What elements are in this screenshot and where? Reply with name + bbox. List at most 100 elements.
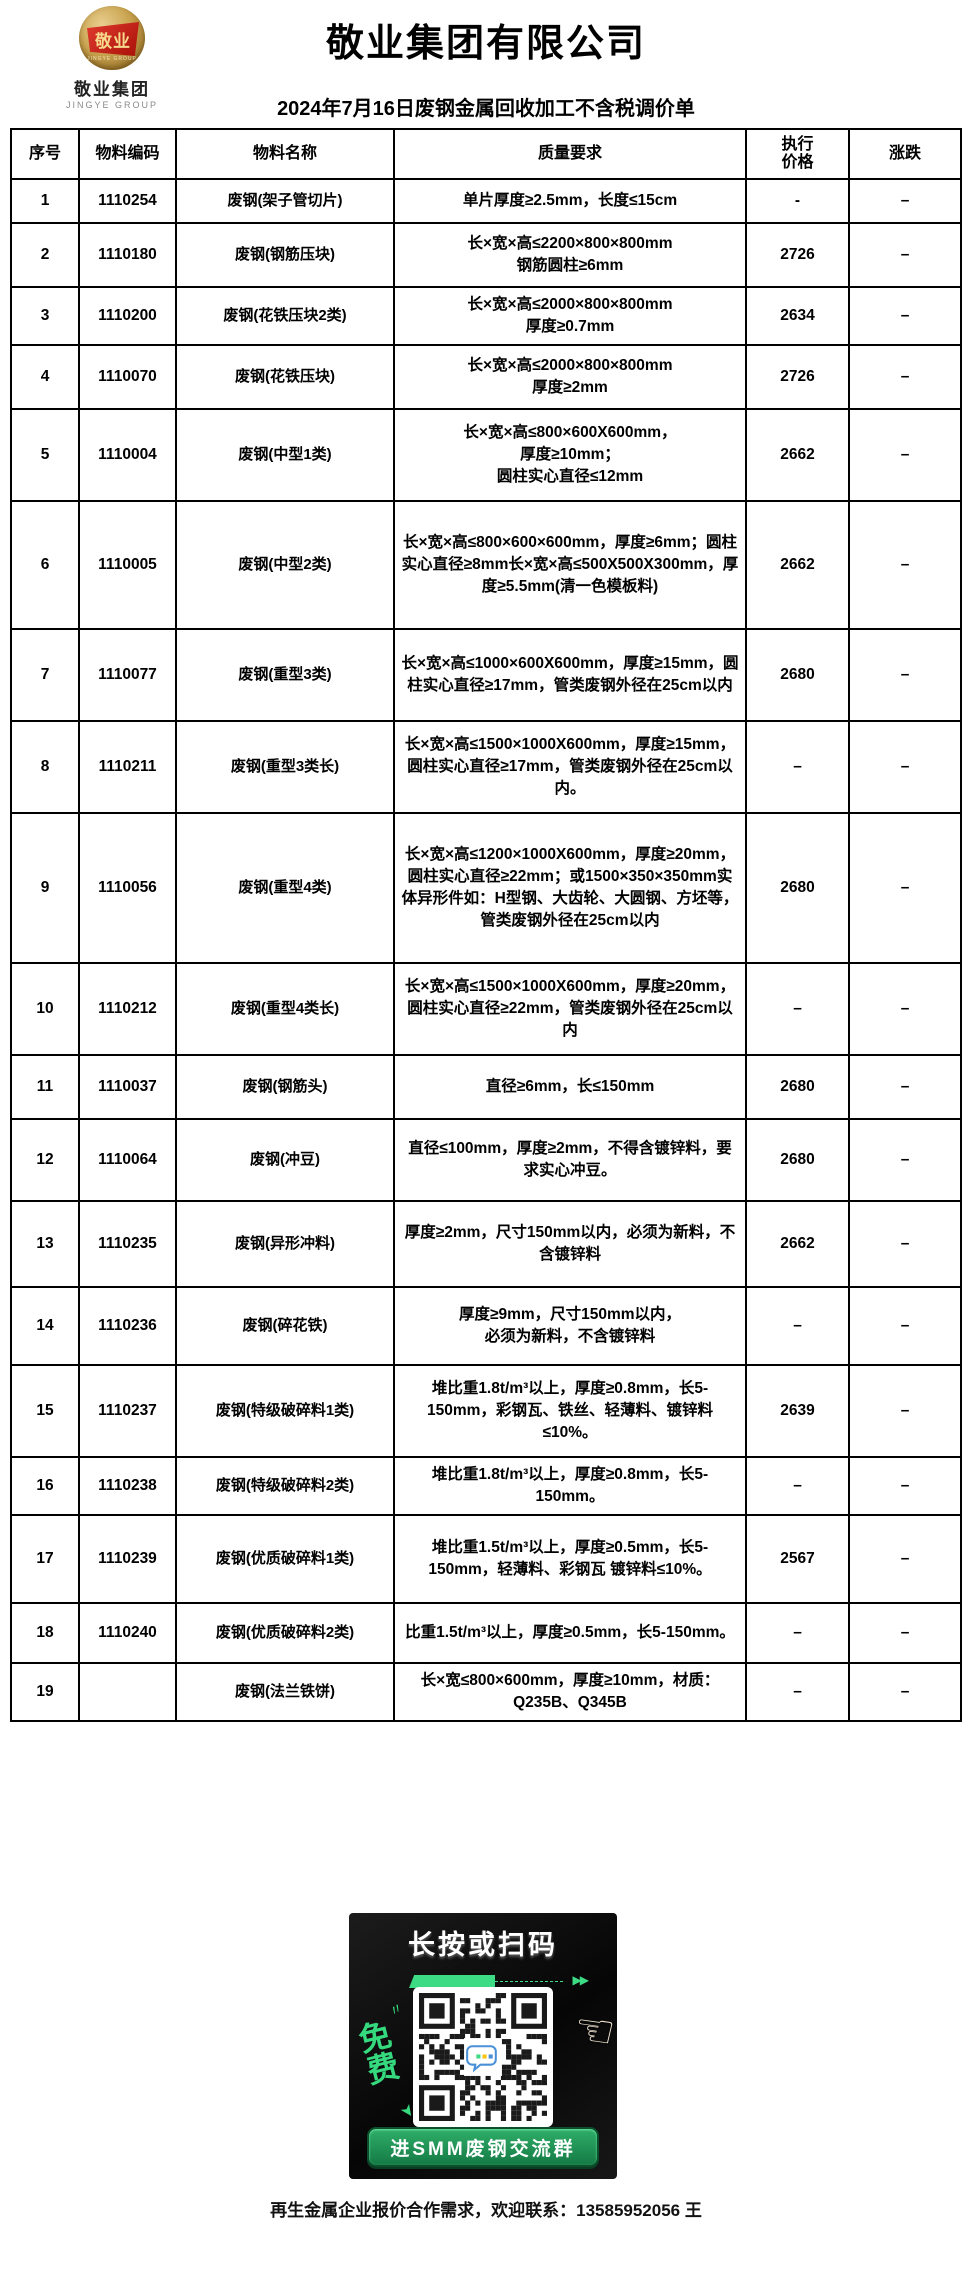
material-code: 1110212 <box>78 962 177 1056</box>
execution-price: 2680 <box>745 1054 850 1120</box>
price-change: – <box>848 286 962 346</box>
table-row: 9 1110056 废钢(重型4类) 长×宽×高≤1200×1000X600mm… <box>10 812 962 964</box>
material-name: 废钢(重型3类长) <box>175 720 395 814</box>
pointing-hand-icon: ☜ <box>570 2001 617 2059</box>
price-change: – <box>848 1364 962 1458</box>
execution-price: 2726 <box>745 222 850 288</box>
material-code: 1110200 <box>78 286 177 346</box>
price-change: – <box>848 628 962 722</box>
execution-price: 2639 <box>745 1364 850 1458</box>
material-name: 废钢(花铁压块) <box>175 344 395 410</box>
material-code: 1110237 <box>78 1364 177 1458</box>
execution-price: 2680 <box>745 1118 850 1202</box>
execution-price: 2726 <box>745 344 850 410</box>
column-header: 序号 <box>10 128 80 180</box>
page-subtitle: 2024年7月16日废钢金属回收加工不含税调价单 <box>277 98 695 120</box>
row-index: 10 <box>10 962 80 1056</box>
table-row: 8 1110211 废钢(重型3类长) 长×宽×高≤1500×1000X600m… <box>10 720 962 814</box>
material-name: 废钢(优质破碎料2类) <box>175 1602 395 1664</box>
quality-requirement: 长×宽×高≤800×600×600mm，厚度≥6mm；圆柱实心直径≥8mm长×宽… <box>393 500 747 630</box>
execution-price: – <box>745 1602 850 1664</box>
row-index: 7 <box>10 628 80 722</box>
execution-price: 2662 <box>745 408 850 502</box>
material-name: 废钢(花铁压块2类) <box>175 286 395 346</box>
logo-name-en: JINGYE GROUP <box>65 100 158 110</box>
table-row: 1 1110254 废钢(架子管切片) 单片厚度≥2.5mm，长度≤15cm -… <box>10 178 962 224</box>
qr-pattern-icon <box>419 1993 547 2121</box>
row-index: 3 <box>10 286 80 346</box>
join-group-button[interactable]: 进SMM废钢交流群 <box>367 2127 599 2167</box>
quality-requirement: 单片厚度≥2.5mm，长度≤15cm <box>393 178 747 224</box>
material-name: 废钢(钢筋压块) <box>175 222 395 288</box>
quality-requirement: 堆比重1.5t/m³以上，厚度≥0.5mm，长5-150mm，轻薄料、彩钢瓦 镀… <box>393 1514 747 1604</box>
quality-requirement: 堆比重1.8t/m³以上，厚度≥0.8mm，长5-150mm。 <box>393 1456 747 1516</box>
price-change: – <box>848 344 962 410</box>
material-code: 1110005 <box>78 500 177 630</box>
price-change: – <box>848 500 962 630</box>
material-name: 废钢(架子管切片) <box>175 178 395 224</box>
row-index: 19 <box>10 1662 80 1722</box>
arrow-icons: ▶▶ <box>572 1973 590 1987</box>
price-change: – <box>848 1602 962 1664</box>
column-header: 物料编码 <box>78 128 177 180</box>
table-row: 2 1110180 废钢(钢筋压块) 长×宽×高≤2200×800×800mm … <box>10 222 962 288</box>
execution-price: 2680 <box>745 628 850 722</box>
price-change: – <box>848 1200 962 1288</box>
qr-code[interactable] <box>413 1987 553 2127</box>
quality-requirement: 厚度≥2mm，尺寸150mm以内，必须为新料，不含镀锌料 <box>393 1200 747 1288</box>
material-code: 1110235 <box>78 1200 177 1288</box>
material-name: 废钢(钢筋头) <box>175 1054 395 1120</box>
price-change: – <box>848 1514 962 1604</box>
green-flag-shape <box>409 1975 495 1988</box>
row-index: 8 <box>10 720 80 814</box>
material-code: 1110064 <box>78 1118 177 1202</box>
qr-promo-banner[interactable]: 长按或扫码 ▶▶ 〃 免费 ➤ ☜ 进SMM废钢交流群 <box>349 1913 617 2179</box>
table-row: 10 1110212 废钢(重型4类长) 长×宽×高≤1500×1000X600… <box>10 962 962 1056</box>
row-index: 14 <box>10 1286 80 1366</box>
table-row: 18 1110240 废钢(优质破碎料2类) 比重1.5t/m³以上，厚度≥0.… <box>10 1602 962 1664</box>
row-index: 6 <box>10 500 80 630</box>
material-name: 废钢(中型2类) <box>175 500 395 630</box>
execution-price: – <box>745 1286 850 1366</box>
price-change: – <box>848 178 962 224</box>
execution-price: 2567 <box>745 1514 850 1604</box>
quality-requirement: 堆比重1.8t/m³以上，厚度≥0.8mm，长5-150mm，彩钢瓦、铁丝、轻薄… <box>393 1364 747 1458</box>
table-row: 11 1110037 废钢(钢筋头) 直径≥6mm，长≤150mm 2680 – <box>10 1054 962 1120</box>
table-row: 15 1110237 废钢(特级破碎料1类) 堆比重1.8t/m³以上，厚度≥0… <box>10 1364 962 1458</box>
price-change: – <box>848 1286 962 1366</box>
material-code: 1110056 <box>78 812 177 964</box>
row-index: 15 <box>10 1364 80 1458</box>
price-change: – <box>848 1118 962 1202</box>
quality-requirement: 直径≥6mm，长≤150mm <box>393 1054 747 1120</box>
quality-requirement: 长×宽×高≤2200×800×800mm 钢筋圆柱≥6mm <box>393 222 747 288</box>
dashed-line <box>495 1981 563 1982</box>
row-index: 16 <box>10 1456 80 1516</box>
execution-price: - <box>745 178 850 224</box>
material-code: 1110238 <box>78 1456 177 1516</box>
material-name: 废钢(碎花铁) <box>175 1286 395 1366</box>
material-code: 1110240 <box>78 1602 177 1664</box>
material-code: 1110239 <box>78 1514 177 1604</box>
quality-requirement: 直径≤100mm，厚度≥2mm，不得含镀锌料，要求实心冲豆。 <box>393 1118 747 1202</box>
execution-price: – <box>745 962 850 1056</box>
quality-requirement: 长×宽×高≤1500×1000X600mm，厚度≥15mm，圆柱实心直径≥17m… <box>393 720 747 814</box>
quality-requirement: 长×宽≤800×600mm，厚度≥10mm，材质：Q235B、Q345B <box>393 1662 747 1722</box>
execution-price: – <box>745 1662 850 1722</box>
material-code: 1110254 <box>78 178 177 224</box>
material-name: 废钢(中型1类) <box>175 408 395 502</box>
banner-headline: 长按或扫码 <box>408 1930 558 1960</box>
execution-price: – <box>745 1456 850 1516</box>
row-index: 11 <box>10 1054 80 1120</box>
quality-requirement: 长×宽×高≤1000×600X600mm，厚度≥15mm，圆柱实心直径≥17mm… <box>393 628 747 722</box>
column-header: 物料名称 <box>175 128 395 180</box>
page-header: 敬业 JINGYE GROUP 敬业集团 JINGYE GROUP 敬业集团有限… <box>0 0 972 128</box>
quality-requirement: 厚度≥9mm，尺寸150mm以内， 必须为新料，不含镀锌料 <box>393 1286 747 1366</box>
price-change: – <box>848 1054 962 1120</box>
material-code: 1110004 <box>78 408 177 502</box>
price-change: – <box>848 962 962 1056</box>
row-index: 18 <box>10 1602 80 1664</box>
material-name: 废钢(优质破碎料1类) <box>175 1514 395 1604</box>
row-index: 12 <box>10 1118 80 1202</box>
contact-line: 再生金属企业报价合作需求，欢迎联系：13585952056 王 <box>270 2201 702 2220</box>
banner-decor-line: ▶▶ <box>409 1973 589 1989</box>
